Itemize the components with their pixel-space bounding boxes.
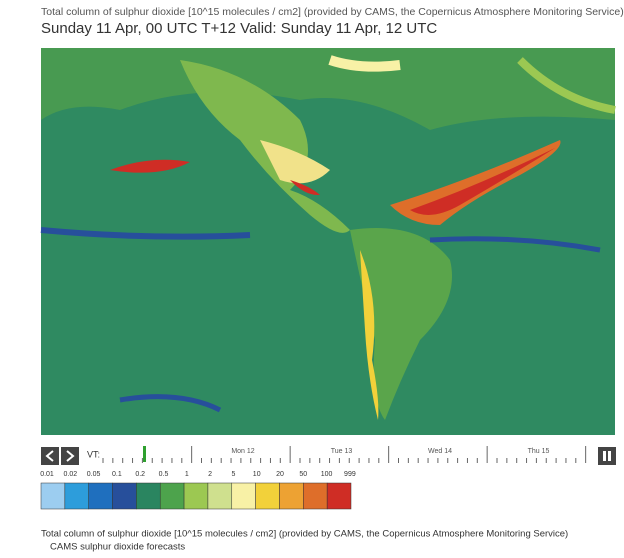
legend-label: 1: [185, 471, 189, 478]
legend-swatch: [326, 482, 352, 510]
legend-swatch: [183, 482, 209, 510]
legend-label: 0.5: [159, 471, 169, 478]
legend-swatch: [231, 482, 256, 510]
legend-label: 0.05: [87, 471, 101, 478]
pause-button[interactable]: [598, 447, 616, 465]
legend-swatch: [303, 482, 328, 510]
legend-label: 20: [276, 471, 284, 478]
legend-label: 50: [299, 471, 307, 478]
map: [40, 48, 616, 435]
vt-label: VT:: [87, 449, 100, 459]
footer-title: Total column of sulphur dioxide [10^15 m…: [41, 529, 568, 540]
day-label: Mon 12: [231, 448, 254, 455]
legend-swatch: [64, 482, 89, 510]
legend: 0.01 0.02 0.05 0.1 0.2 0.5 1 2 5 10 20 50 100 999: [40, 471, 356, 510]
legend-label: 0.1: [112, 471, 122, 478]
legend-swatch: [159, 482, 185, 510]
legend-label: 10: [253, 471, 261, 478]
day-label: Tue 13: [331, 448, 353, 455]
legend-swatch: [255, 482, 280, 510]
title: Total column of sulphur dioxide [10^15 m…: [41, 6, 624, 18]
legend-label: 999: [344, 471, 356, 478]
legend-label: 0.02: [63, 471, 77, 478]
legend-swatch: [88, 482, 113, 510]
timeline-ticks: Mon 12 Tue 13 Wed 14 Thu 15: [102, 446, 587, 463]
day-label: Thu 15: [528, 448, 550, 455]
day-label: Wed 14: [428, 448, 452, 455]
subtitle: Sunday 11 Apr, 00 UTC T+12 Valid: Sunday…: [41, 20, 437, 37]
legend-swatch: [279, 482, 304, 510]
legend-label: 100: [321, 471, 333, 478]
legend-label: 0.2: [135, 471, 145, 478]
legend-swatch: [136, 482, 161, 510]
time-slider[interactable]: [143, 446, 146, 462]
legend-swatch: [112, 482, 137, 510]
prev-button[interactable]: [41, 447, 59, 465]
next-button[interactable]: [61, 447, 79, 465]
footer-subtitle: CAMS sulphur dioxide forecasts: [50, 542, 185, 553]
legend-label: 5: [231, 471, 235, 478]
legend-swatch: [207, 482, 233, 510]
legend-label: 0.01: [40, 471, 54, 478]
legend-swatch: [40, 482, 66, 510]
legend-label: 2: [208, 471, 212, 478]
